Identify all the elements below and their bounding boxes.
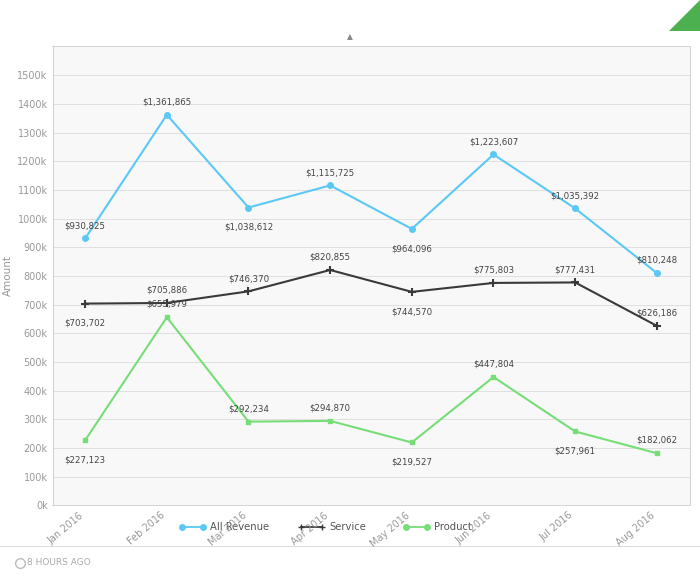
Text: $746,370: $746,370 xyxy=(228,274,269,283)
Polygon shape xyxy=(668,0,700,31)
Text: $257,961: $257,961 xyxy=(554,447,596,456)
Text: $655,979: $655,979 xyxy=(146,300,188,309)
Text: $227,123: $227,123 xyxy=(64,456,106,465)
Text: $292,234: $292,234 xyxy=(228,404,269,413)
Text: $294,870: $294,870 xyxy=(309,404,351,413)
Text: $1,115,725: $1,115,725 xyxy=(305,168,355,177)
Y-axis label: Amount: Amount xyxy=(4,256,13,296)
Text: ▲: ▲ xyxy=(347,32,353,41)
Text: $810,248: $810,248 xyxy=(636,256,678,265)
Text: All Revenue: All Revenue xyxy=(210,522,269,532)
Text: $777,431: $777,431 xyxy=(554,265,596,274)
Text: $775,803: $775,803 xyxy=(473,266,514,275)
Text: Product: Product xyxy=(434,522,472,532)
Text: $820,855: $820,855 xyxy=(309,253,351,261)
Text: $964,096: $964,096 xyxy=(391,244,433,253)
Text: $1,035,392: $1,035,392 xyxy=(551,191,600,200)
Text: $626,186: $626,186 xyxy=(636,309,678,317)
Text: $744,570: $744,570 xyxy=(391,307,433,316)
Text: $705,886: $705,886 xyxy=(146,286,188,295)
Text: $703,702: $703,702 xyxy=(64,319,106,328)
Text: $219,527: $219,527 xyxy=(391,458,433,467)
Text: $1,038,612: $1,038,612 xyxy=(224,223,273,232)
Text: $930,825: $930,825 xyxy=(64,221,106,230)
Text: 8 HOURS AGO: 8 HOURS AGO xyxy=(27,558,90,568)
Text: $1,361,865: $1,361,865 xyxy=(142,98,192,106)
Text: $1,223,607: $1,223,607 xyxy=(469,137,518,146)
Text: $447,804: $447,804 xyxy=(473,360,514,369)
Text: $182,062: $182,062 xyxy=(636,436,678,445)
Text: Service: Service xyxy=(329,522,366,532)
Text: Total Revenue YTD Detail: Total Revenue YTD Detail xyxy=(251,8,449,23)
